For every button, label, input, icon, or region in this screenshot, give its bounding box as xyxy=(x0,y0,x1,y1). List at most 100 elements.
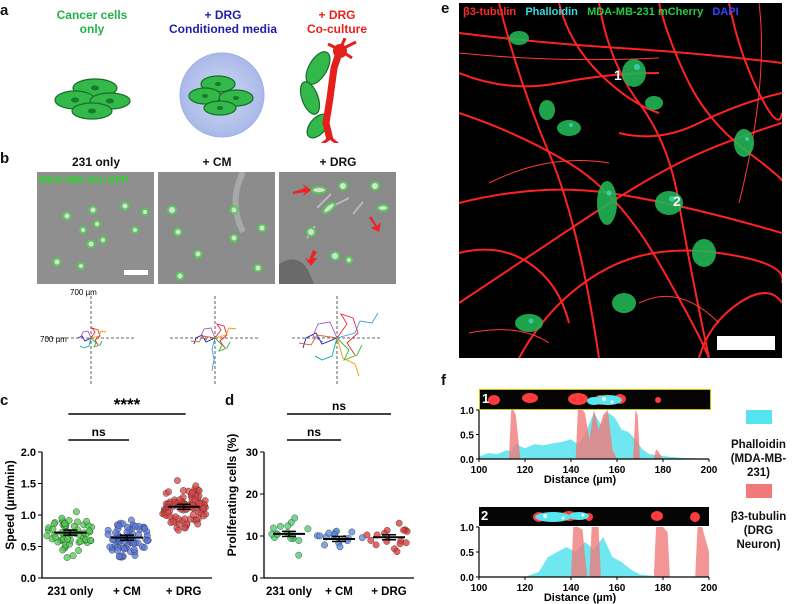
micrograph-cm xyxy=(158,172,275,284)
confocal-marker-2: 2 xyxy=(673,193,681,209)
chart-proliferation-axes: 0 10 20 30 231 only + CM + DRG xyxy=(246,447,414,598)
cancer-cells-only-icon xyxy=(54,78,131,120)
data-point xyxy=(120,545,128,553)
legend-b3-line3: Neuron) xyxy=(736,539,781,551)
data-point xyxy=(367,537,375,544)
data-point xyxy=(316,532,324,540)
data-point xyxy=(402,539,410,547)
legend-b3-line1: β3-tubulin xyxy=(730,511,787,523)
data-point xyxy=(131,522,139,530)
x-tick-label: 140 xyxy=(563,583,580,594)
panel-c-letter: c xyxy=(0,392,9,409)
legend-phalloidin-line2: (MDA-MB-231) xyxy=(730,453,787,479)
data-point xyxy=(130,539,138,547)
data-point xyxy=(372,541,380,549)
data-point xyxy=(164,509,172,516)
data-point xyxy=(191,496,199,504)
micrograph-drg-cells xyxy=(279,181,389,284)
data-point xyxy=(381,529,388,537)
panel-b-label-231: 231 only xyxy=(71,155,121,169)
data-point xyxy=(64,535,72,543)
data-point xyxy=(393,548,401,555)
y-tick-label: 0.0 xyxy=(460,573,474,584)
data-point xyxy=(189,489,196,496)
data-point xyxy=(363,531,371,539)
x-tick-label: 100 xyxy=(471,583,488,594)
x-tick-label: + CM xyxy=(325,586,353,598)
micrograph-cm-cells xyxy=(167,172,267,281)
chart-proliferation-ylabel: Proliferating cells (%) xyxy=(225,434,239,557)
y-tick-label: 0.5 xyxy=(460,431,474,442)
y-tick-label: 0.5 xyxy=(460,548,474,559)
data-point xyxy=(72,508,80,516)
confocal-legend: β3-tubulin Phalloidin MDA-MB-231 mCherry… xyxy=(463,6,739,18)
x-tick-label: + DRG xyxy=(371,586,407,598)
panel-a-illustration xyxy=(54,38,357,143)
chart-speed-ylabel: Speed (µm/min) xyxy=(3,460,17,550)
chart-speed-significance: ns **** xyxy=(68,395,186,441)
track-scale-y-label: 700 µm xyxy=(40,335,67,344)
y-tick-label: 30 xyxy=(246,447,258,459)
chart-speed-axes: 0.0 0.5 1.0 1.5 2.0 231 only + CM + DRG xyxy=(21,447,212,598)
data-point xyxy=(200,512,207,520)
y-tick-label: 1.0 xyxy=(21,510,36,522)
data-point xyxy=(61,520,69,527)
y-tick-label: 0.0 xyxy=(21,573,36,585)
data-point xyxy=(169,517,177,525)
data-point xyxy=(51,533,59,541)
overlay-label-gfp: MDA-MB-231-GFP xyxy=(39,174,129,186)
data-point xyxy=(325,529,333,537)
confocal-image-art xyxy=(459,3,782,358)
data-point xyxy=(165,488,172,496)
profile-strip-1: 1 xyxy=(479,389,711,410)
conditioned-media-icon xyxy=(179,52,265,138)
y-tick-label: 10 xyxy=(246,531,258,543)
x-tick-label: 160 xyxy=(609,583,626,594)
data-point xyxy=(49,525,57,533)
data-point xyxy=(181,524,189,532)
x-tick-label: 100 xyxy=(471,465,488,476)
y-tick-label: 0 xyxy=(252,573,258,585)
x-tick-label: 120 xyxy=(517,583,534,594)
data-point xyxy=(87,536,95,544)
legend-swatch-phalloidin xyxy=(745,410,772,424)
legend-phalloidin: Phalloidin xyxy=(525,6,578,18)
data-point xyxy=(58,514,66,522)
significance-label: ns xyxy=(332,399,346,413)
data-point xyxy=(115,522,123,530)
condition-cm-line2: Conditioned media xyxy=(169,22,277,36)
confocal-scale-bar xyxy=(717,336,775,350)
track-scale-x-label: 700 µm xyxy=(70,288,97,297)
profile-legend-b3-tubulin: β3-tubulin (DRG Neuron) xyxy=(720,484,797,552)
data-point xyxy=(174,526,182,534)
data-point xyxy=(63,554,71,561)
profile-2-plot: 0.0 0.5 1.0 100 120 140 160 180 200 xyxy=(460,523,718,594)
coculture-icon xyxy=(299,38,357,143)
data-point xyxy=(176,496,184,504)
x-tick-label: + DRG xyxy=(166,586,202,598)
data-point xyxy=(400,526,407,534)
track-plots: 700 µm 700 µm xyxy=(40,288,382,386)
y-tick-label: 1.5 xyxy=(21,479,36,491)
y-tick-label: 0.5 xyxy=(21,542,36,554)
data-point xyxy=(180,487,187,494)
condition-cm-line1: + DRG xyxy=(204,8,242,22)
x-tick-label: 231 only xyxy=(266,586,313,598)
data-point xyxy=(200,504,207,512)
x-tick-label: 200 xyxy=(701,465,718,476)
significance-label: ns xyxy=(92,425,106,439)
data-point xyxy=(304,525,312,533)
profile-area-b3-tubulin xyxy=(479,527,709,577)
x-tick-label: 231 only xyxy=(47,586,94,598)
micrograph-231-only: MDA-MB-231-GFP xyxy=(37,172,154,284)
x-tick-label: 140 xyxy=(563,465,580,476)
chart-proliferation-points xyxy=(268,514,411,559)
data-point xyxy=(291,514,299,522)
micrograph-drg xyxy=(279,172,396,284)
data-point xyxy=(348,528,356,536)
legend-phalloidin-line1: Phalloidin xyxy=(731,439,786,451)
y-tick-label: 1.0 xyxy=(460,406,474,417)
condition-cancer-only-line2: only xyxy=(79,22,105,36)
x-tick-label: 200 xyxy=(701,583,718,594)
